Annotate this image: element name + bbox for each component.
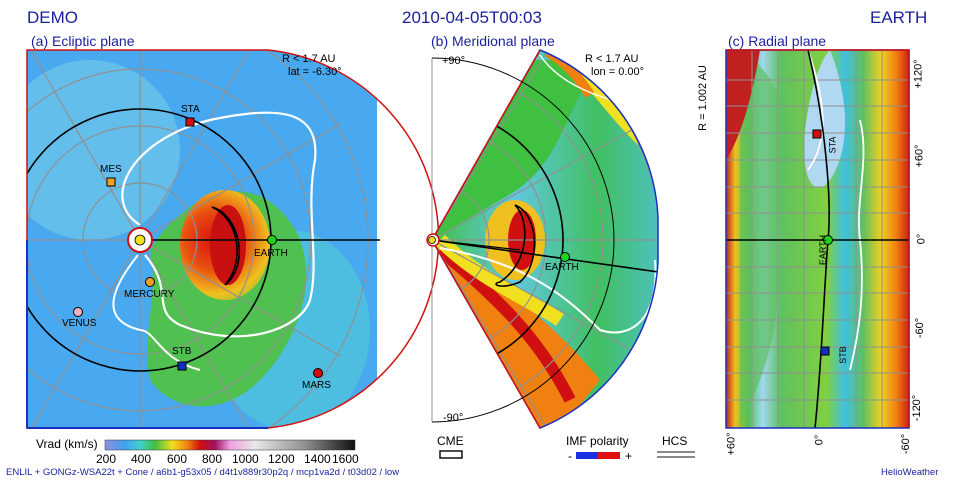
radial-earth-marker: [823, 235, 833, 245]
meridional-title: (b) Meridional plane: [431, 33, 555, 49]
cbar-tick-1200: 1200: [268, 452, 295, 466]
imf-negative-swatch: [576, 452, 598, 459]
radial-ytick-1: +120°: [912, 59, 925, 89]
cbar-tick-800: 800: [202, 452, 223, 466]
mars-label: MARS: [302, 380, 331, 391]
meridional-sun-icon: [428, 236, 436, 244]
meridional-earth-label: EARTH: [545, 262, 579, 273]
mercury-marker: [145, 277, 155, 287]
radial-earth-label: EARTH: [818, 234, 829, 266]
meridional-earth-marker: [560, 252, 570, 262]
timestamp: 2010-04-05T00:03: [402, 8, 542, 27]
target-label: EARTH: [870, 8, 928, 27]
cme-legend-icon: [439, 450, 463, 459]
footer-brand: HelioWeather: [881, 467, 939, 478]
venus-marker: [73, 307, 83, 317]
radial-ytick-5: -120°: [911, 394, 924, 422]
mes-marker: [106, 177, 116, 187]
cbar-tick-1600: 1600: [332, 452, 359, 466]
meridional-frame: [431, 49, 659, 429]
sun-icon: [134, 234, 146, 246]
radial-r-label: R = 1.002 AU: [696, 65, 709, 131]
ecliptic-title: (a) Ecliptic plane: [31, 33, 135, 49]
imf-plus-label: +: [625, 449, 633, 463]
cbar-tick-1400: 1400: [304, 452, 331, 466]
radial-sta-label: STA: [827, 136, 838, 154]
imf-legend-label: IMF polarity: [566, 434, 629, 448]
radial-ytick-2: +60°: [913, 144, 926, 168]
stb-label: STB: [172, 346, 192, 357]
ecliptic-plot: [27, 50, 380, 428]
mes-label: MES: [100, 164, 122, 175]
radial-plot: [726, 49, 909, 429]
cbar-tick-200: 200: [96, 452, 117, 466]
cme-legend-label: CME: [437, 434, 464, 448]
vrad-colorbar: [104, 439, 356, 451]
radial-xtick-1: +60°: [725, 432, 738, 456]
imf-minus-label: -: [568, 449, 572, 463]
stb-marker: [177, 361, 187, 371]
radial-title: (c) Radial plane: [728, 33, 827, 49]
radial-sta-marker: [812, 129, 822, 139]
hcs-legend-label: HCS: [662, 434, 688, 448]
ecliptic-range: R < 1.7 AU: [282, 53, 336, 65]
radial-ytick-4: -60°: [914, 317, 927, 339]
radial-stb-label: STB: [837, 346, 848, 364]
meridional-range: R < 1.7 AU: [585, 53, 639, 65]
radial-xtick-3: -60°: [900, 433, 913, 455]
cbar-tick-600: 600: [167, 452, 188, 466]
ecliptic-lat: lat = -6.30°: [288, 66, 342, 78]
sta-marker: [185, 117, 195, 127]
colorbar-label: Vrad (km/s): [36, 437, 98, 451]
venus-label: VENUS: [62, 318, 97, 329]
footer-model-info: ENLIL + GONGz-WSA22t + Cone / a6b1-g53x0…: [6, 467, 400, 478]
sta-label: STA: [181, 104, 200, 115]
earth-marker: [267, 235, 277, 245]
radial-ytick-3: 0°: [915, 233, 928, 245]
radial-xtick-2: 0°: [813, 434, 826, 446]
earth-label: EARTH: [254, 248, 288, 259]
imf-positive-swatch: [598, 452, 620, 459]
meridional-bottom-tick: -90°: [443, 412, 464, 424]
mercury-label: MERCURY: [124, 289, 175, 300]
meridional-top-tick: +90°: [442, 55, 466, 67]
cbar-tick-1000: 1000: [232, 452, 259, 466]
model-label: DEMO: [27, 8, 78, 27]
meridional-lon: lon = 0.00°: [591, 66, 645, 78]
cbar-tick-400: 400: [131, 452, 152, 466]
radial-stb-marker: [820, 346, 830, 356]
mars-marker: [313, 368, 323, 378]
